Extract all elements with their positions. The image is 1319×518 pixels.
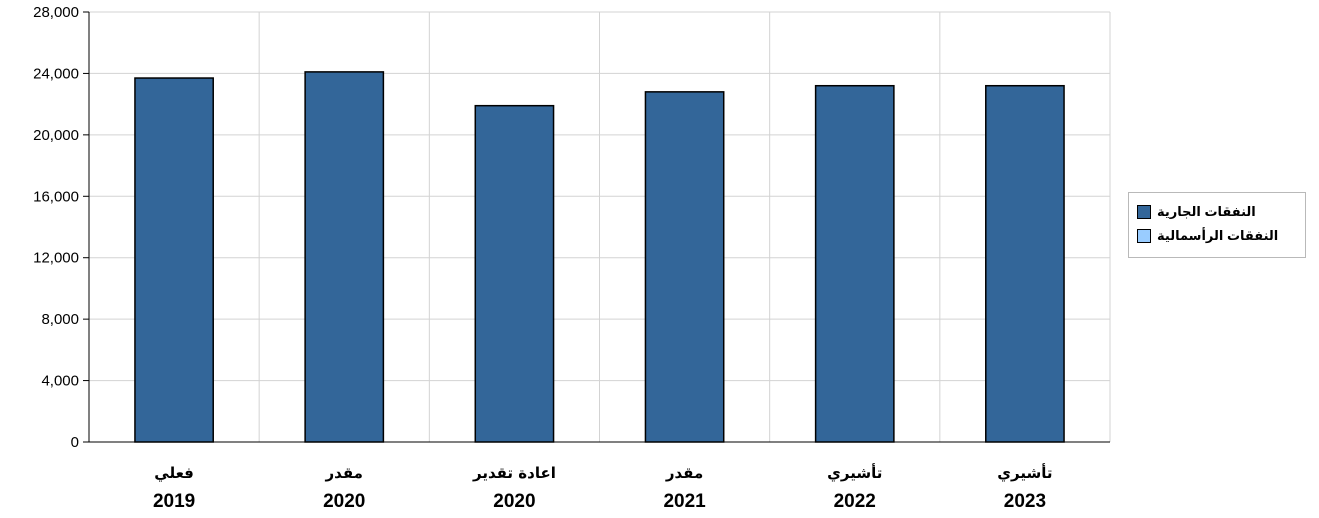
- bars: [134, 71, 1065, 443]
- y-tick-label: 4,000: [41, 373, 79, 390]
- x-tick-label: تأشيري: [827, 463, 882, 483]
- axes: [83, 11, 1110, 443]
- bar: [985, 84, 1065, 443]
- y-tick-label: 8,000: [41, 311, 79, 328]
- x-tick-label: مقدر: [325, 464, 363, 482]
- legend: النفقات الجارية النفقات الرأسمالية: [1128, 192, 1306, 258]
- bar: [304, 71, 385, 443]
- grid-lines: [89, 11, 1111, 442]
- x-tick-label: تأشيري: [997, 463, 1052, 483]
- y-tick-label: 12,000: [33, 250, 79, 267]
- y-tick-labels: 0 4,000 8,000 12,000 16,000 20,000 24,000 28,00…: [33, 4, 79, 451]
- legend-item-current-expenditure: النفقات الجارية: [1137, 200, 1297, 224]
- x-tick-labels: فعلي 2019 مقدر 2020 اعادة تقدير 2020 مقدر 2021 ت…: [153, 463, 1053, 512]
- legend-swatch-capital-expenditure: [1137, 229, 1151, 243]
- bar: [814, 84, 895, 443]
- bar: [644, 91, 725, 443]
- bar: [474, 104, 555, 443]
- y-tick-label: 28,000: [33, 4, 79, 21]
- x-tick-label: 2023: [1004, 491, 1046, 512]
- x-tick-label: اعادة تقدير: [472, 464, 556, 482]
- y-tick-label: 20,000: [33, 127, 79, 144]
- x-tick-label: 2019: [153, 491, 195, 512]
- bar: [134, 77, 214, 443]
- x-tick-label: 2021: [663, 491, 706, 512]
- y-tick-label: 0: [71, 434, 79, 451]
- x-tick-label: 2020: [323, 491, 365, 512]
- x-tick-label: 2020: [493, 491, 535, 512]
- legend-swatch-current-expenditure: [1137, 205, 1151, 219]
- legend-label-capital-expenditure: النفقات الرأسمالية: [1157, 228, 1279, 243]
- x-tick-label: مقدر: [665, 464, 703, 482]
- legend-item-capital-expenditure: النفقات الرأسمالية: [1137, 224, 1297, 248]
- x-tick-label: فعلي: [154, 464, 194, 482]
- x-tick-label: 2022: [834, 491, 876, 512]
- y-tick-label: 24,000: [33, 65, 79, 82]
- legend-label-current-expenditure: النفقات الجارية: [1157, 204, 1256, 219]
- y-tick-label: 16,000: [33, 188, 79, 205]
